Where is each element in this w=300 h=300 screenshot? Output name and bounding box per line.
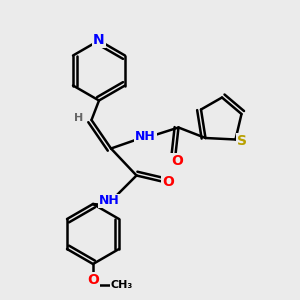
Text: S: S: [237, 134, 247, 148]
Text: N: N: [93, 34, 105, 47]
Text: CH₃: CH₃: [110, 280, 133, 290]
Text: H: H: [74, 112, 83, 123]
Text: O: O: [171, 154, 183, 167]
Text: O: O: [162, 175, 174, 188]
Text: NH: NH: [135, 130, 156, 143]
Text: NH: NH: [99, 194, 120, 208]
Text: O: O: [87, 273, 99, 287]
